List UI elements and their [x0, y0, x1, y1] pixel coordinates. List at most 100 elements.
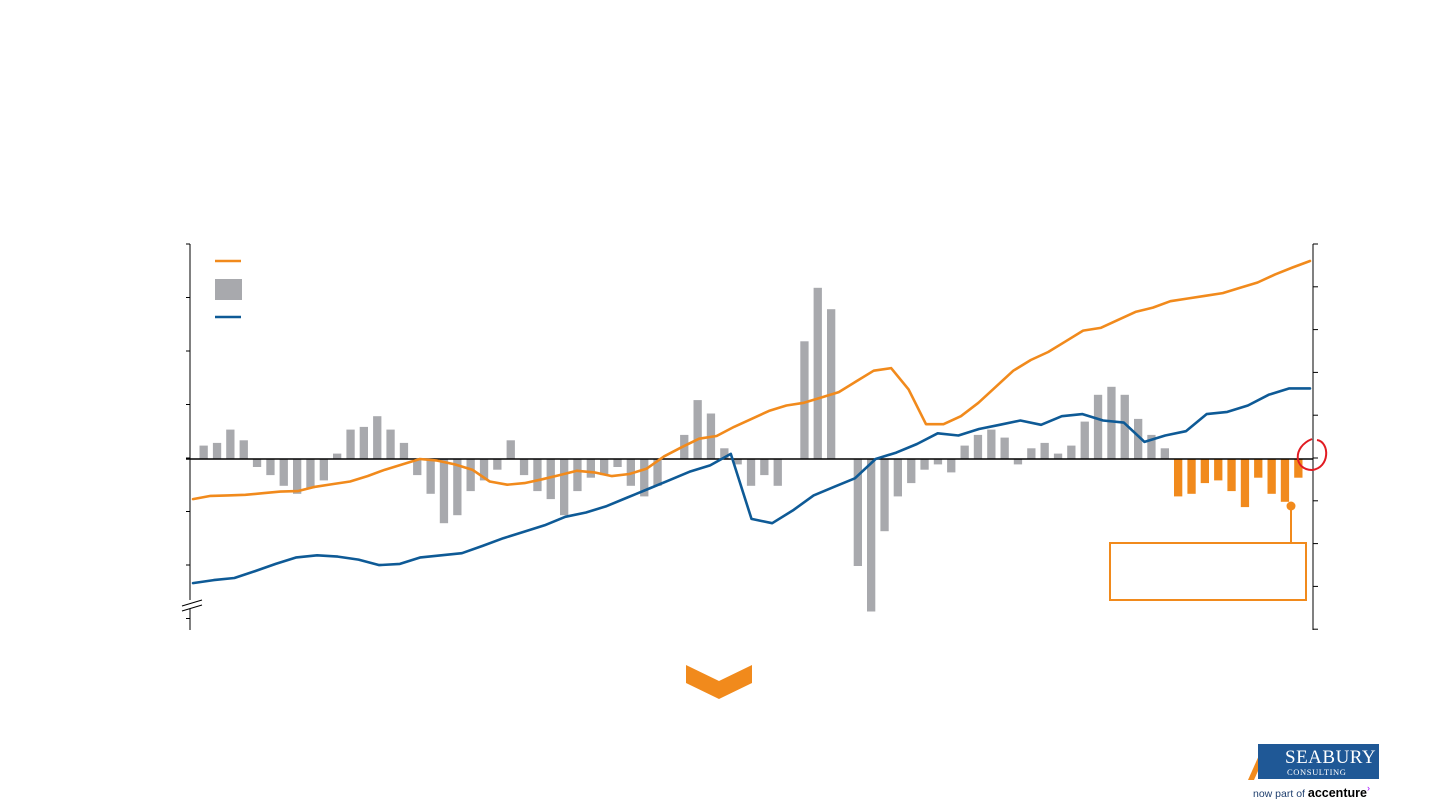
orange-bar [1227, 459, 1236, 492]
right-y-ticks [1313, 243, 1318, 630]
gray-bar [720, 448, 729, 459]
gray-bar [466, 459, 475, 492]
gray-bar [600, 459, 609, 476]
highlight-circle [1296, 438, 1328, 472]
logo-box: SEABURY CONSULTING [1258, 744, 1379, 779]
gray-bar [653, 459, 662, 486]
gray-bar [813, 287, 822, 459]
gray-bar [293, 459, 302, 494]
gray-bar [373, 416, 382, 459]
accenture-arrow-icon: › [1366, 783, 1370, 793]
gray-bar [1080, 421, 1089, 459]
gray-bar [346, 429, 355, 459]
gray-bar [800, 341, 809, 459]
gray-bar [1027, 448, 1036, 459]
gray-bar [773, 459, 782, 486]
orange-bar [1280, 459, 1290, 502]
gray-bar [426, 459, 435, 494]
gray-bar [506, 440, 515, 459]
gray-bar [399, 442, 409, 459]
orange-series-line [191, 259, 1312, 501]
axes-layer [181, 243, 1318, 630]
gray-bar [693, 400, 702, 459]
gray-bar [533, 459, 542, 492]
gray-bar [386, 429, 395, 459]
gray-bar [199, 445, 208, 459]
gray-bar [960, 445, 969, 459]
logo-tag-prefix: now part of [1253, 788, 1305, 800]
gray-bar [212, 442, 222, 459]
gray-bar [920, 459, 929, 470]
gray-bar [333, 453, 342, 459]
gray-bar [479, 459, 489, 481]
orange-bar [1174, 459, 1183, 497]
gray-bar [453, 459, 462, 516]
logo-name: SEABURY [1285, 747, 1377, 768]
gray-bar [1000, 437, 1009, 459]
bars-layer [199, 287, 1303, 612]
gray-bar [880, 459, 889, 532]
callout-box [1109, 542, 1307, 601]
orange-bar [1267, 459, 1276, 494]
blue-series-line [191, 387, 1312, 585]
gray-bar [893, 459, 902, 497]
gray-bar [947, 459, 956, 473]
gray-bar [853, 459, 862, 566]
gray-bar [1053, 453, 1063, 459]
lines-layer [191, 259, 1312, 585]
gray-bar [1093, 394, 1103, 459]
gray-bar [519, 459, 529, 476]
gray-bar [760, 459, 769, 476]
orange-bar [1254, 459, 1263, 478]
axis-break-mark [181, 599, 203, 612]
gray-bar [413, 459, 422, 476]
gray-bar [827, 309, 836, 459]
gray-bar [560, 459, 569, 516]
callout-dot [1286, 501, 1296, 511]
gray-bar [987, 429, 996, 459]
gray-bar [907, 459, 916, 484]
gray-bar [1120, 394, 1129, 459]
gray-bar [1147, 434, 1156, 459]
gray-bar [640, 459, 649, 497]
logo-subtitle: CONSULTING [1287, 767, 1347, 777]
gray-bar [306, 459, 315, 489]
gray-bar [573, 459, 582, 492]
gray-bar [973, 434, 983, 459]
gray-bar [1134, 418, 1143, 459]
orange-bar [1240, 459, 1250, 508]
gray-bar [493, 459, 502, 470]
gray-bar [1107, 386, 1116, 459]
chevron-down-arrow [686, 665, 752, 699]
gray-bar [359, 426, 368, 459]
annotations [686, 438, 1328, 699]
gray-bar [586, 459, 595, 478]
gray-bar [279, 459, 288, 486]
gray-bar [1160, 448, 1169, 459]
gray-bar [439, 459, 449, 524]
orange-bar [1294, 459, 1303, 478]
orange-bar [1200, 459, 1209, 484]
gray-bar [252, 459, 262, 467]
gray-bar [1013, 459, 1023, 465]
gray-bar [239, 440, 248, 459]
gray-bar [319, 459, 328, 481]
gray-bar [1067, 445, 1076, 459]
orange-bar [1187, 459, 1196, 494]
orange-bar [1214, 459, 1223, 481]
gray-bar [1040, 442, 1049, 459]
gray-bar [867, 459, 876, 612]
gray-bar [733, 459, 742, 465]
logo-tagline: now part of accenture› [1253, 783, 1370, 800]
gray-bar [266, 459, 275, 476]
gray-bar [746, 459, 756, 486]
legend [215, 259, 242, 319]
gray-bar [933, 459, 943, 465]
gray-bar [546, 459, 555, 500]
legend-gray-bar-swatch [215, 279, 242, 300]
gray-bar [613, 459, 622, 467]
company-logo: SEABURY CONSULTING now part of accenture… [1240, 744, 1380, 802]
gray-bar [226, 429, 235, 459]
left-y-ticks [186, 243, 190, 619]
